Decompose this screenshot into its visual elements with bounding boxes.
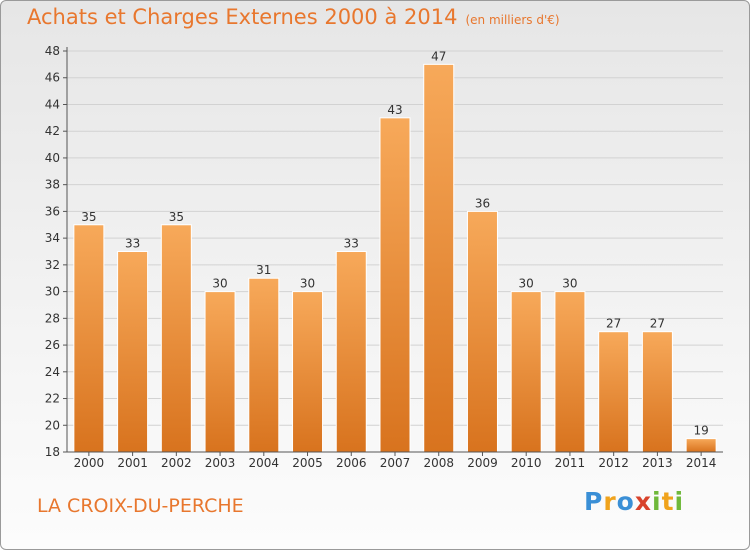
y-tick-label: 20 [45,418,60,432]
bar [117,251,149,453]
bar-value-label: 30 [562,277,577,291]
bar [423,63,455,453]
y-tick-label: 22 [45,392,60,406]
y-tick-label: 34 [45,231,60,245]
y-tick-label: 32 [45,258,60,272]
x-tick-label: 2003 [205,456,236,470]
bar [554,291,586,453]
y-tick-label: 24 [45,365,60,379]
bar-value-label: 35 [169,210,184,224]
bar-value-label: 33 [344,237,359,251]
x-tick-label: 2010 [511,456,542,470]
bar-value-label: 35 [81,210,96,224]
logo-letter: r [603,487,617,516]
bar [292,291,324,453]
bar-value-label: 30 [300,277,315,291]
bar [685,438,717,453]
bar-value-label: 30 [519,277,534,291]
bar-value-label: 36 [475,196,490,210]
x-tick-label: 2005 [292,456,323,470]
x-tick-label: 2014 [686,456,717,470]
bar-value-label: 30 [212,277,227,291]
logo-letter: i [674,487,685,516]
logo-letter: x [634,487,652,516]
bar-value-label: 19 [693,424,708,438]
bar [641,331,673,453]
logo-letter: P [584,487,604,516]
bar [160,224,192,453]
bar-value-label: 27 [606,317,621,331]
bar [510,291,542,453]
y-tick-label: 38 [45,178,60,192]
x-tick-label: 2000 [74,456,105,470]
y-tick-label: 48 [45,44,60,58]
y-tick-label: 26 [45,338,60,352]
bar [466,210,498,453]
chart-title-subtitle: (en milliers d'€) [465,13,560,27]
bar-value-label: 27 [650,317,665,331]
y-tick-label: 30 [45,285,60,299]
x-tick-label: 2004 [249,456,280,470]
bar-value-label: 43 [387,103,402,117]
logo-letter: t [661,487,675,516]
y-tick-label: 46 [45,71,60,85]
bar [335,251,367,453]
bar [248,277,280,453]
y-tick-label: 40 [45,151,60,165]
town-name: LA CROIX-DU-PERCHE [37,495,244,517]
x-tick-label: 2002 [161,456,192,470]
y-tick-label: 36 [45,204,60,218]
x-tick-label: 2006 [336,456,367,470]
proxiti-logo[interactable]: Proxiti [584,487,684,516]
bar [204,291,236,453]
x-tick-label: 2007 [380,456,411,470]
bar [73,224,105,453]
x-tick-label: 2012 [598,456,629,470]
y-tick-label: 42 [45,124,60,138]
x-tick-label: 2013 [642,456,673,470]
bar-value-label: 33 [125,237,140,251]
bar [379,117,411,453]
x-tick-label: 2001 [117,456,148,470]
y-tick-label: 44 [45,97,60,111]
x-tick-label: 2011 [555,456,586,470]
y-tick-label: 18 [45,445,60,459]
y-tick-label: 28 [45,311,60,325]
logo-letter: i [652,487,662,516]
chart-title: Achats et Charges Externes 2000 à 2014 (e… [27,5,560,29]
bar-value-label: 47 [431,49,446,63]
x-tick-label: 2009 [467,456,498,470]
logo-letter: o [616,487,635,516]
chart-title-main: Achats et Charges Externes 2000 à 2014 [27,5,458,29]
x-tick-label: 2008 [423,456,454,470]
bar-value-label: 31 [256,263,271,277]
bar [598,331,630,453]
